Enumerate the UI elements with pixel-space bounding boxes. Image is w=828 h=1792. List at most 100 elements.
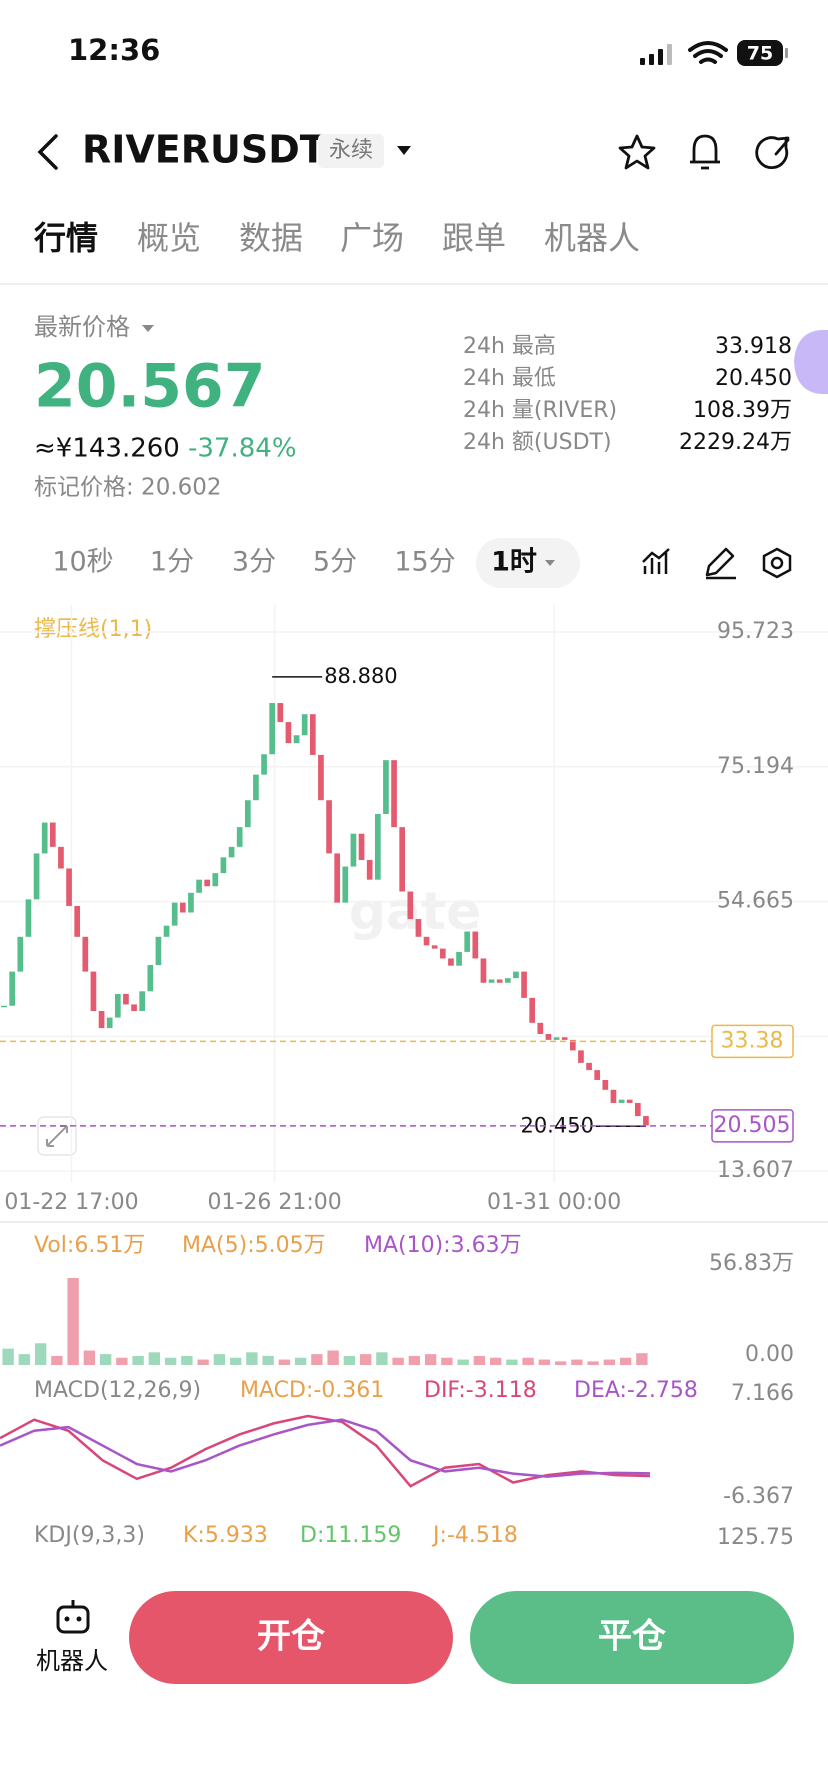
candle bbox=[488, 979, 495, 983]
kdj-legend: D:11.159 bbox=[300, 1523, 401, 1548]
tab[interactable]: 广场 bbox=[340, 219, 404, 257]
volume-bar bbox=[278, 1359, 291, 1365]
volume-bar bbox=[83, 1350, 96, 1365]
volume-bar bbox=[164, 1357, 177, 1365]
stat-label: 24h 量(RIVER) bbox=[463, 398, 617, 423]
settings-button[interactable] bbox=[762, 547, 792, 579]
stat-label: 24h 最低 bbox=[463, 366, 556, 391]
battery-icon bbox=[737, 40, 783, 66]
candle bbox=[472, 931, 479, 959]
candle bbox=[293, 735, 300, 744]
volume-bar bbox=[457, 1359, 469, 1365]
candle bbox=[41, 822, 48, 854]
interval[interactable]: 1分 bbox=[150, 547, 194, 578]
tab[interactable]: 机器人 bbox=[544, 219, 640, 257]
symbol-dropdown[interactable] bbox=[397, 146, 411, 155]
volume-bar bbox=[197, 1359, 209, 1365]
draw-button[interactable] bbox=[705, 547, 736, 580]
candle bbox=[179, 902, 186, 913]
interval[interactable]: 3分 bbox=[232, 547, 276, 578]
cny-price: ≈¥143.260 bbox=[34, 434, 180, 464]
high-label: 88.880 bbox=[324, 664, 397, 688]
candle bbox=[513, 971, 519, 979]
candle bbox=[610, 1089, 617, 1103]
stat-label: 24h 额(USDT) bbox=[463, 430, 612, 455]
price-line-label: 33.38 bbox=[721, 1028, 784, 1053]
price-dropdown[interactable] bbox=[142, 325, 154, 332]
candle bbox=[626, 1099, 633, 1103]
candle bbox=[561, 1037, 568, 1040]
candle bbox=[253, 774, 259, 801]
candle bbox=[342, 866, 349, 903]
signal-icon bbox=[640, 44, 672, 65]
price-label: 最新价格 bbox=[34, 313, 130, 341]
open-label[interactable]: 开仓 bbox=[257, 1617, 326, 1657]
y-tick-label: 75.194 bbox=[717, 754, 794, 779]
volume-bar bbox=[424, 1354, 437, 1365]
candle bbox=[285, 722, 292, 744]
candle bbox=[634, 1102, 641, 1117]
price-line-box bbox=[711, 1109, 794, 1143]
status-time: 12:36 bbox=[68, 33, 160, 67]
candle bbox=[236, 827, 243, 847]
tab[interactable]: 数据 bbox=[239, 219, 303, 257]
back-button[interactable] bbox=[37, 134, 58, 170]
x-tick-label: 01-31 00:00 bbox=[487, 1190, 621, 1215]
candle bbox=[244, 800, 251, 828]
macd-legend: MACD(12,26,9) bbox=[34, 1378, 201, 1403]
close-button[interactable] bbox=[470, 1591, 794, 1684]
tab[interactable]: 概览 bbox=[137, 219, 201, 257]
candle bbox=[358, 833, 365, 860]
candle bbox=[374, 814, 381, 880]
tab[interactable]: 跟单 bbox=[442, 219, 506, 257]
favorite-button[interactable] bbox=[618, 134, 656, 170]
volume-bar bbox=[213, 1354, 226, 1365]
close-label[interactable]: 平仓 bbox=[598, 1617, 667, 1657]
volume-bar bbox=[181, 1355, 193, 1365]
interval[interactable]: 5分 bbox=[313, 547, 357, 578]
price-line-label: 20.505 bbox=[714, 1113, 791, 1138]
interval[interactable]: 10秒 bbox=[52, 547, 113, 578]
candle bbox=[431, 945, 438, 949]
tab[interactable]: 行情 bbox=[34, 219, 98, 257]
alert-button[interactable] bbox=[690, 134, 720, 170]
volume-tick-label: 56.83万 bbox=[709, 1251, 794, 1276]
floating-bubble[interactable] bbox=[794, 329, 828, 395]
candle bbox=[301, 714, 308, 736]
candle bbox=[569, 1039, 576, 1051]
candle bbox=[504, 978, 511, 983]
volume-legend: MA(10):3.63万 bbox=[364, 1233, 522, 1258]
interval[interactable]: 1时 bbox=[491, 547, 537, 578]
volume-bar bbox=[34, 1343, 47, 1365]
volume-bar bbox=[51, 1355, 63, 1365]
volume-bar bbox=[18, 1354, 31, 1365]
expand-icon bbox=[46, 1125, 68, 1147]
volume-bar bbox=[132, 1355, 144, 1365]
volume-bar bbox=[246, 1352, 258, 1365]
volume-tick-label: 0.00 bbox=[745, 1342, 794, 1367]
candle bbox=[309, 714, 316, 755]
volume-bar bbox=[67, 1278, 79, 1365]
volume-bar bbox=[376, 1352, 388, 1365]
candle bbox=[456, 951, 462, 966]
candle bbox=[269, 703, 276, 755]
candle bbox=[74, 905, 81, 937]
volume-bar bbox=[538, 1359, 551, 1365]
robot-label[interactable]: 机器人 bbox=[36, 1647, 108, 1675]
indicator-label: 撑压线(1,1) bbox=[34, 617, 152, 642]
candle bbox=[537, 1022, 544, 1034]
candle bbox=[602, 1079, 609, 1090]
candle bbox=[90, 971, 97, 1012]
candle bbox=[464, 931, 471, 952]
candle bbox=[383, 760, 389, 815]
candle bbox=[350, 833, 357, 867]
open-button[interactable] bbox=[129, 1591, 453, 1684]
candle bbox=[586, 1062, 592, 1071]
candle bbox=[334, 853, 341, 903]
share-button[interactable] bbox=[755, 136, 790, 170]
interval[interactable]: 15分 bbox=[394, 547, 455, 578]
macd-legend: MACD:-0.361 bbox=[240, 1378, 384, 1403]
indicator-button[interactable] bbox=[642, 548, 670, 574]
volume-bar bbox=[99, 1354, 112, 1365]
candle bbox=[553, 1037, 560, 1040]
